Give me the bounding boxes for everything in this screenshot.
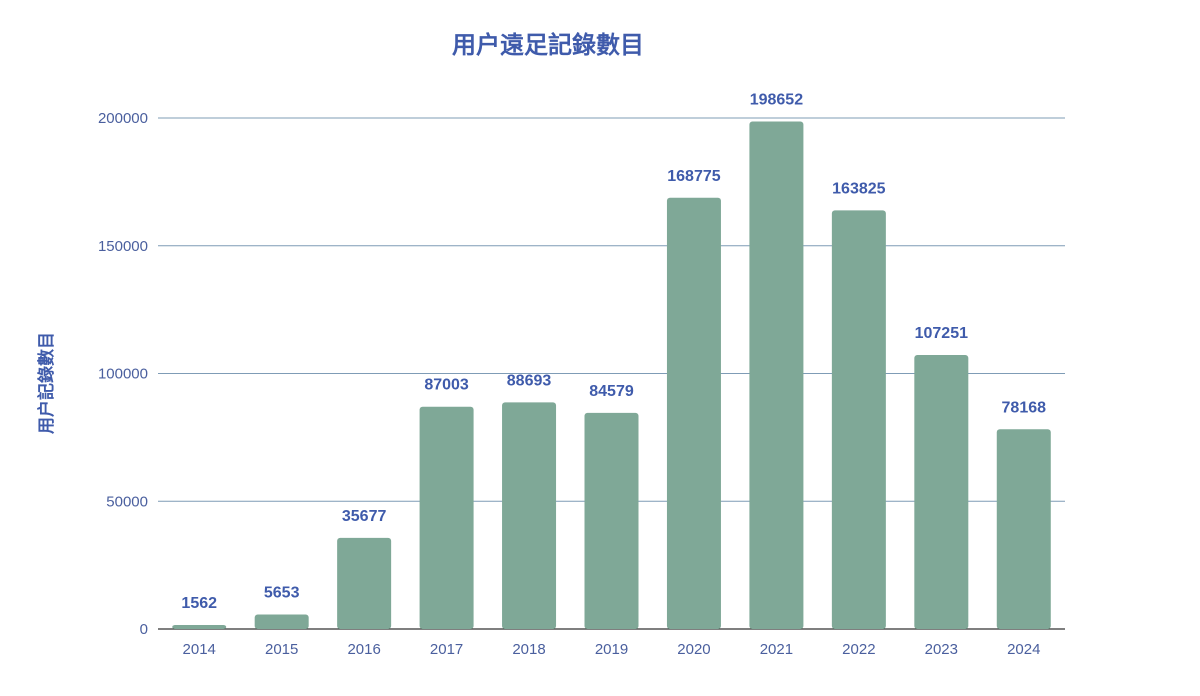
data-label-2021: 198652 <box>750 91 803 108</box>
data-label-2017: 87003 <box>424 377 469 394</box>
x-tick-label: 2017 <box>430 641 463 658</box>
y-tick-label: 50000 <box>106 493 148 510</box>
bar-2022 <box>831 210 886 629</box>
x-tick-label: 2021 <box>760 641 793 658</box>
bar-2016 <box>337 537 392 629</box>
y-axis-title: 用户記錄數目 <box>36 332 57 434</box>
y-tick-label: 0 <box>140 621 148 638</box>
bar-2018 <box>502 402 557 629</box>
x-tick-label: 2019 <box>595 641 628 658</box>
bar-2021 <box>749 121 804 629</box>
x-tick-label: 2018 <box>512 641 545 658</box>
bars <box>172 121 1051 629</box>
data-label-2022: 163825 <box>832 180 885 197</box>
bar-2017 <box>419 406 474 629</box>
bar-2015 <box>254 614 309 629</box>
x-tick-label: 2020 <box>677 641 710 658</box>
y-axis-ticks: 0 50000 100000 150000 200000 <box>98 110 148 638</box>
bar-2023 <box>914 354 969 629</box>
x-tick-label: 2015 <box>265 641 298 658</box>
y-tick-label: 100000 <box>98 366 148 383</box>
y-tick-label: 150000 <box>98 238 148 255</box>
chart-title: 用户遠足記錄數目 <box>452 31 644 59</box>
data-label-2023: 107251 <box>915 325 968 342</box>
data-label-2020: 168775 <box>667 168 720 185</box>
bar-2014 <box>172 625 227 629</box>
y-tick-label: 200000 <box>98 110 148 127</box>
data-label-2024: 78168 <box>1002 399 1047 416</box>
x-tick-label: 2014 <box>183 641 216 658</box>
bar-2024 <box>996 429 1051 629</box>
data-label-2016: 35677 <box>342 508 387 525</box>
data-label-2015: 5653 <box>264 585 300 602</box>
data-label-2019: 84579 <box>589 383 634 400</box>
x-tick-label: 2024 <box>1007 641 1040 658</box>
x-axis-ticks: 2014 2015 2016 2017 2018 2019 2020 2021 2022 2023… <box>183 641 1041 658</box>
bar-2020 <box>666 197 721 629</box>
x-tick-label: 2016 <box>347 641 380 658</box>
x-tick-label: 2023 <box>925 641 958 658</box>
data-label-2014: 1562 <box>181 595 217 612</box>
x-tick-label: 2022 <box>842 641 875 658</box>
bar-2019 <box>584 412 639 629</box>
data-label-2018: 88693 <box>507 372 552 389</box>
data-labels: 1562 5653 35677 87003 88693 84579 168775 198652… <box>181 91 1046 612</box>
